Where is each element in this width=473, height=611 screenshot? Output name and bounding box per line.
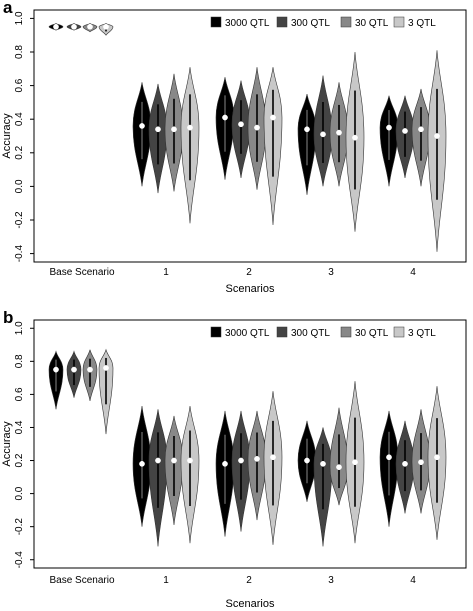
median-point — [171, 457, 177, 464]
y-tick-label: 1.0 — [14, 321, 25, 335]
legend-swatch — [340, 326, 352, 338]
panel-label: b — [3, 308, 13, 327]
x-category-label: 3 — [328, 575, 334, 586]
median-point — [187, 457, 193, 464]
y-axis-label: Accuracy — [1, 421, 13, 467]
legend-swatch — [276, 326, 288, 338]
median-point — [87, 23, 93, 30]
median-point — [336, 464, 342, 470]
panel-b: b -0.4 -0.2 0.0 0.2 0.4 0.6 0.8 1.0 Accuracy Base … — [1, 308, 467, 610]
x-category-label: 4 — [410, 575, 416, 586]
median-point — [320, 131, 326, 138]
y-tick-label: 0.6 — [14, 387, 25, 401]
panel-label: a — [3, 0, 13, 17]
x-axis-label: Scenarios — [226, 283, 275, 295]
median-point — [139, 460, 145, 467]
legend-label: 3 QTL — [408, 328, 436, 339]
median-point — [71, 23, 77, 30]
y-tick-label: 0.8 — [14, 354, 25, 368]
median-point — [87, 366, 93, 373]
x-category-label: 1 — [163, 267, 169, 278]
median-point — [103, 365, 109, 371]
x-category-label: 4 — [410, 267, 416, 278]
legend-swatch — [276, 16, 288, 28]
median-point — [155, 126, 161, 133]
y-tick-label: -0.2 — [14, 518, 25, 536]
median-point — [171, 126, 177, 133]
median-point — [155, 457, 161, 464]
median-point — [254, 456, 260, 462]
median-point — [304, 126, 310, 133]
legend-label: 3 QTL — [408, 18, 436, 29]
legend-label: 300 QTL — [291, 328, 330, 339]
legend-label: 30 QTL — [355, 328, 389, 339]
median-point — [418, 459, 424, 466]
median-point — [386, 454, 392, 461]
x-category-label: 2 — [246, 267, 252, 278]
median-point — [270, 114, 276, 121]
x-category-label: Base Scenario — [49, 575, 114, 586]
median-point — [304, 457, 310, 464]
y-tick-label: -0.4 — [14, 245, 25, 263]
median-point — [187, 124, 193, 131]
median-point — [352, 134, 358, 141]
x-axis-label: Scenarios — [226, 598, 275, 610]
plot-frame — [33, 319, 467, 569]
legend-swatch — [393, 326, 405, 338]
y-tick-label: 0.0 — [14, 179, 25, 193]
median-point — [402, 128, 408, 134]
y-tick-label: 0.8 — [14, 45, 25, 59]
median-point — [434, 133, 440, 139]
panel-a: a -0.4 -0.2 0.0 0.2 0.4 0.6 0.8 1.0 Accuracy Base … — [1, 0, 467, 295]
y-tick-label: 1.0 — [14, 11, 25, 25]
median-point — [103, 23, 109, 30]
y-tick-label: 0.4 — [14, 420, 25, 434]
median-point — [386, 124, 392, 131]
median-point — [320, 460, 326, 467]
median-point — [53, 366, 59, 373]
legend-label: 3000 QTL — [225, 18, 270, 29]
y-tick-label: 0.2 — [14, 145, 25, 159]
median-point — [402, 460, 408, 467]
y-tick-label: 0.2 — [14, 453, 25, 467]
y-tick-label: 0.0 — [14, 486, 25, 500]
x-category-label: 3 — [328, 267, 334, 278]
x-category-label: Base Scenario — [49, 267, 114, 278]
median-point — [336, 129, 342, 136]
median-point — [254, 124, 260, 131]
y-axis-label: Accuracy — [1, 113, 13, 159]
plot-frame — [33, 9, 467, 263]
legend-swatch — [210, 326, 222, 338]
legend-label: 30 QTL — [355, 18, 389, 29]
median-point — [222, 460, 228, 467]
y-tick-label: 0.4 — [14, 112, 25, 126]
legend-swatch — [210, 16, 222, 28]
median-point — [270, 454, 276, 461]
median-point — [71, 366, 77, 373]
median-point — [222, 114, 228, 121]
median-point — [53, 23, 59, 30]
legend-swatch — [340, 16, 352, 28]
x-category-label: 2 — [246, 575, 252, 586]
median-point — [352, 459, 358, 466]
legend-swatch — [393, 16, 405, 28]
legend-label: 3000 QTL — [225, 328, 270, 339]
y-tick-label: -0.2 — [14, 211, 25, 229]
median-point — [238, 457, 244, 464]
y-tick-label: -0.4 — [14, 551, 25, 569]
median-point — [238, 121, 244, 128]
y-tick-label: 0.6 — [14, 78, 25, 92]
legend-label: 300 QTL — [291, 18, 330, 29]
x-category-label: 1 — [163, 575, 169, 586]
median-point — [139, 123, 145, 129]
median-point — [434, 454, 440, 461]
median-point — [418, 126, 424, 133]
